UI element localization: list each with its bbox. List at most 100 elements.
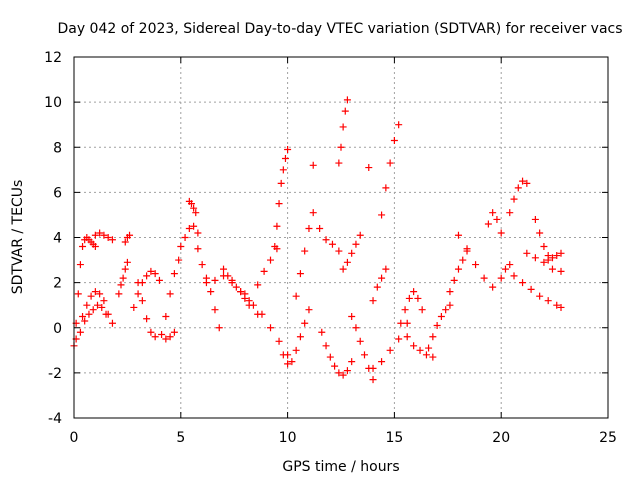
data-point-plus — [418, 306, 426, 314]
data-point-plus — [497, 274, 505, 282]
data-point-plus — [271, 243, 279, 251]
series-arc-l — [185, 197, 200, 217]
data-point-plus — [115, 290, 123, 298]
data-point-plus — [147, 267, 155, 275]
series-arc-z — [365, 164, 390, 305]
data-point-plus — [158, 331, 166, 339]
data-point-plus — [207, 288, 215, 296]
x-tick-label: 20 — [492, 430, 510, 446]
data-point-plus — [85, 310, 93, 318]
data-point-plus — [100, 231, 108, 239]
data-point-plus — [335, 247, 343, 255]
data-point-plus — [544, 256, 552, 264]
data-point-plus — [187, 200, 195, 208]
data-point-plus — [339, 265, 347, 273]
data-point-plus — [348, 312, 356, 320]
data-point-plus — [194, 229, 202, 237]
y-ticks: -4 -2 0 2 4 6 8 10 12 — [44, 50, 608, 427]
series-arc-u — [309, 161, 343, 255]
data-point-plus — [284, 146, 292, 154]
series-arc-ab — [369, 319, 411, 372]
data-point-plus — [337, 143, 345, 151]
data-point-plus — [322, 342, 330, 350]
data-point-plus — [390, 136, 398, 144]
series-arc-ad — [403, 333, 437, 361]
data-point-plus — [378, 274, 386, 282]
data-point-plus — [162, 312, 170, 320]
data-point-plus — [536, 229, 544, 237]
data-point-plus — [480, 274, 488, 282]
data-point-plus — [284, 360, 292, 368]
series-arc-ah — [484, 209, 505, 237]
series-arc-h — [134, 279, 159, 341]
series-arc-f — [121, 231, 134, 246]
data-point-plus — [81, 317, 89, 325]
data-point-plus — [275, 337, 283, 345]
y-tick-label: -2 — [48, 366, 62, 382]
data-point-plus — [328, 240, 336, 248]
y-tick-label: 4 — [53, 231, 62, 247]
data-points — [70, 96, 565, 384]
data-point-plus — [277, 179, 285, 187]
data-point-plus — [91, 231, 99, 239]
data-point-plus — [410, 288, 418, 296]
data-point-plus — [89, 306, 97, 314]
series-arc-a — [70, 234, 99, 350]
data-point-plus — [96, 229, 104, 237]
data-point-plus — [143, 272, 151, 280]
data-point-plus — [356, 337, 364, 345]
data-point-plus — [198, 261, 206, 269]
data-point-plus — [267, 324, 275, 332]
data-point-plus — [454, 231, 462, 239]
data-point-plus — [119, 274, 127, 282]
series-arc-i — [158, 328, 178, 343]
data-point-plus — [557, 249, 565, 257]
data-point-plus — [365, 164, 373, 172]
data-point-plus — [98, 303, 106, 311]
data-point-plus — [138, 297, 146, 305]
data-point-plus — [318, 328, 326, 336]
data-point-plus — [260, 267, 268, 275]
data-point-plus — [79, 243, 87, 251]
x-axis-label: GPS time / hours — [282, 459, 399, 475]
data-point-plus — [281, 155, 289, 163]
y-tick-label: 0 — [53, 321, 62, 337]
data-point-plus — [108, 319, 116, 327]
data-point-plus — [510, 195, 518, 203]
data-point-plus — [489, 209, 497, 217]
data-point-plus — [403, 333, 411, 341]
data-point-plus — [76, 261, 84, 269]
data-point-plus — [442, 306, 450, 314]
data-point-plus — [352, 240, 360, 248]
series-arc-ae — [425, 301, 454, 352]
data-point-plus — [553, 252, 561, 260]
data-point-plus — [166, 333, 174, 341]
series-arc-ai — [506, 177, 531, 217]
data-point-plus — [410, 342, 418, 350]
data-point-plus — [386, 346, 394, 354]
data-point-plus — [202, 279, 210, 287]
data-point-plus — [190, 204, 198, 212]
data-point-plus — [104, 310, 112, 318]
series-arc-ac — [397, 288, 426, 327]
data-point-plus — [506, 261, 514, 269]
series-arc-w — [335, 96, 351, 167]
data-point-plus — [553, 301, 561, 309]
data-point-plus — [130, 303, 138, 311]
chart-title: Day 042 of 2023, Sidereal Day-to-day VTE… — [57, 21, 622, 37]
data-point-plus — [322, 236, 330, 244]
data-point-plus — [425, 344, 433, 352]
data-point-plus — [232, 283, 240, 291]
series-arc-x — [339, 231, 364, 273]
data-point-plus — [301, 319, 309, 327]
data-point-plus — [292, 346, 300, 354]
data-point-plus — [343, 258, 351, 266]
series-arc-o — [220, 265, 253, 309]
y-tick-label: 8 — [53, 140, 62, 156]
data-point-plus — [450, 276, 458, 284]
x-tick-label: 5 — [176, 430, 185, 446]
data-point-plus — [382, 265, 390, 273]
data-point-plus — [397, 319, 405, 327]
data-point-plus — [91, 288, 99, 296]
data-point-plus — [343, 367, 351, 375]
